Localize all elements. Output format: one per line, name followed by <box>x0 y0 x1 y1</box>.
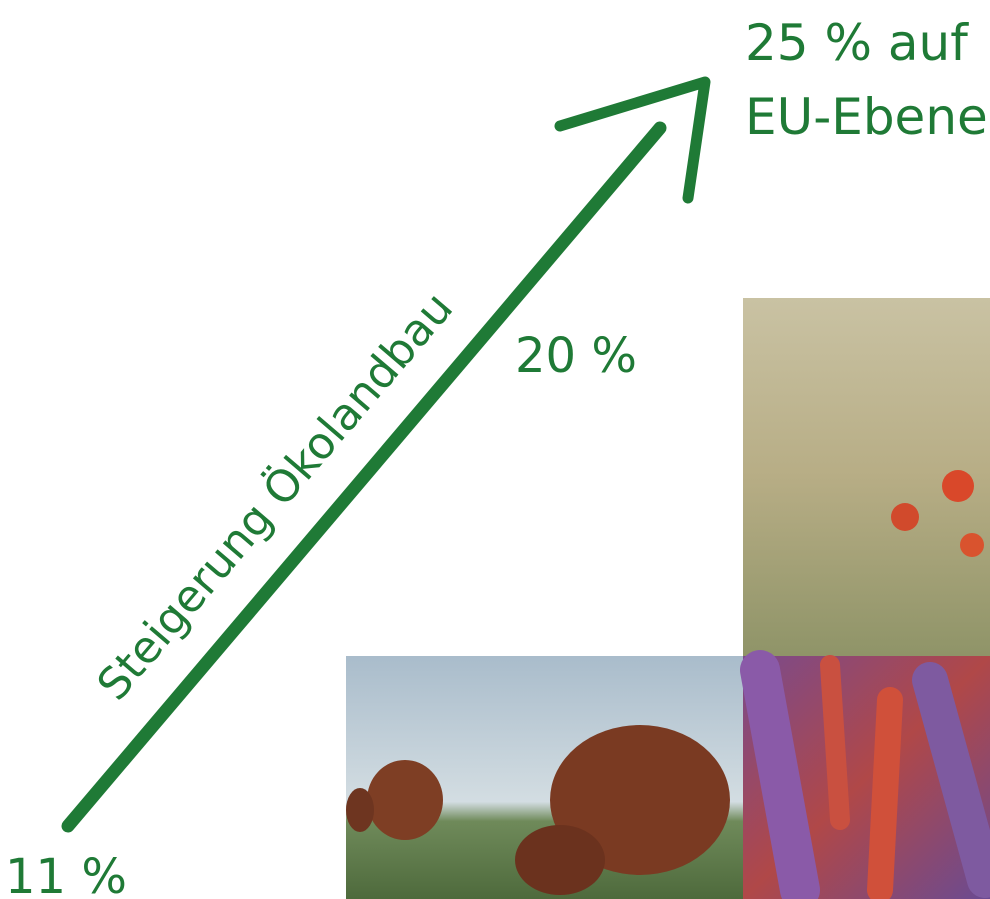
infographic: 25 % auf EU-Ebene 20 % 11 % Steigerung Ö… <box>0 0 990 899</box>
photo-carrots <box>743 656 990 899</box>
target-label: EU-Ebene <box>745 88 988 146</box>
photo-cows <box>346 656 743 899</box>
arrow-label: Steigerung Ökolandbau <box>87 282 463 710</box>
photo-wheat <box>743 298 990 656</box>
target-label: 25 % auf <box>745 14 969 72</box>
start-label: 11 % <box>5 849 127 899</box>
middle-label: 20 % <box>515 328 637 384</box>
